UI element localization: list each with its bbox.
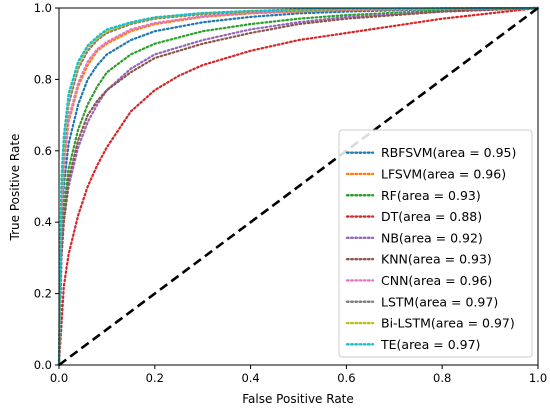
roc-curve-3	[57, 6, 540, 367]
legend-label: KNN(area = 0.93)	[381, 252, 492, 267]
roc-curve-10	[57, 6, 540, 367]
diagonal-reference	[58, 6, 539, 367]
plot-frame	[58, 7, 539, 366]
legend-box	[338, 129, 533, 358]
roc-curve-6	[57, 6, 540, 367]
y-tick-label: 0.4	[34, 215, 52, 229]
legend-label: Bi-LSTM(area = 0.97)	[381, 316, 515, 331]
roc-curve-1	[57, 6, 540, 367]
diagonal-line	[58, 6, 539, 367]
legend-label: CNN(area = 0.96)	[381, 273, 492, 288]
x-tick-label: 0.0	[50, 371, 68, 385]
legend-label: DT(area = 0.88)	[381, 209, 482, 224]
y-tick-label: 0.0	[34, 358, 52, 372]
x-tick-label: 0.8	[433, 371, 451, 385]
y-tick-label: 1.0	[34, 1, 52, 15]
y-tick-label: 0.8	[34, 72, 52, 86]
x-tick-label: 1.0	[529, 371, 547, 385]
legend-label: TE(area = 0.97)	[380, 337, 480, 352]
legend-label: NB(area = 0.92)	[381, 230, 483, 245]
y-tick-label: 0.2	[34, 287, 52, 301]
roc-curves	[57, 6, 540, 367]
axes: 0.0 0.2 0.4 0.6 0.8 1.0 0.0 0.2 0.4 0.6 0.8 1.0	[34, 1, 547, 385]
legend-label: RF(area = 0.93)	[381, 188, 481, 203]
y-axis-label: True Positive Rate	[8, 134, 22, 242]
legend-label: RBFSVM(area = 0.95)	[381, 145, 516, 160]
x-tick-label: 0.2	[146, 371, 164, 385]
y-tick-label: 0.6	[34, 144, 52, 158]
roc-curve-4	[57, 6, 540, 367]
legend: RBFSVM(area = 0.95) LFSVM(area = 0.96) RF(…	[338, 129, 533, 358]
x-axis-label: False Positive Rate	[242, 392, 354, 406]
legend-label: LFSVM(area = 0.96)	[381, 166, 506, 181]
x-tick-label: 0.4	[241, 371, 259, 385]
legend-label: LSTM(area = 0.97)	[381, 294, 498, 309]
x-tick-label: 0.6	[337, 371, 355, 385]
